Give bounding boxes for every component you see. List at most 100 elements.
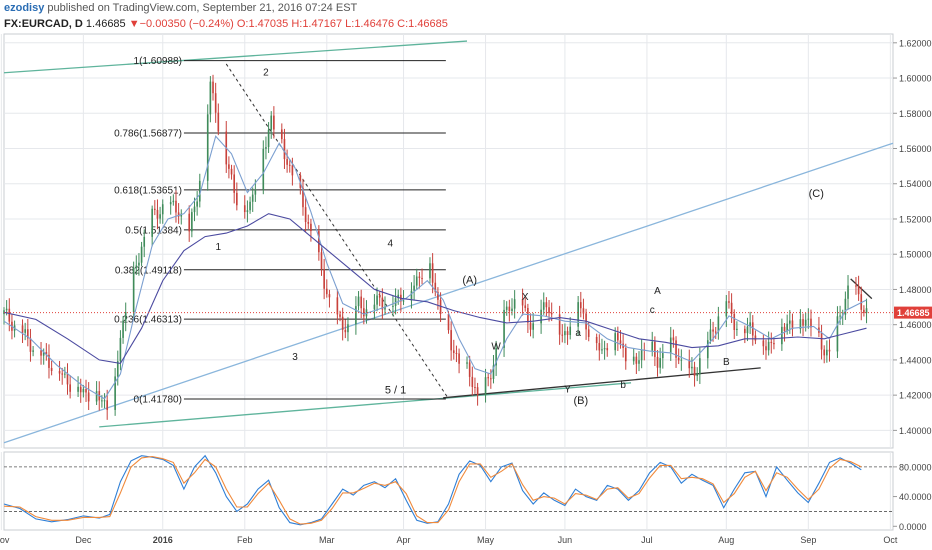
candle-body[interactable] (267, 129, 270, 148)
candle-body[interactable] (688, 359, 691, 369)
candle-body[interactable] (863, 309, 865, 314)
candle-body[interactable] (712, 329, 714, 332)
candle-body[interactable] (286, 159, 288, 165)
candle-body[interactable] (198, 180, 201, 202)
candle-body[interactable] (450, 330, 452, 351)
candle-body[interactable] (8, 308, 11, 322)
candle-body[interactable] (490, 378, 492, 380)
candle-body[interactable] (103, 400, 106, 402)
candle-body[interactable] (233, 174, 236, 193)
candle-body[interactable] (336, 297, 339, 315)
candle-body[interactable] (606, 348, 609, 351)
candle-body[interactable] (243, 205, 246, 213)
candle-body[interactable] (452, 350, 455, 353)
candle-body[interactable] (564, 331, 566, 336)
candle-body[interactable] (415, 276, 418, 286)
trend-line[interactable] (3, 40, 468, 74)
candle-body[interactable] (736, 328, 738, 330)
candle-body[interactable] (810, 318, 812, 328)
candle-body[interactable] (744, 328, 746, 334)
candle-body[interactable] (638, 360, 640, 364)
candle-body[interactable] (804, 319, 807, 326)
candle-body[interactable] (582, 308, 585, 314)
candle-body[interactable] (135, 265, 138, 268)
candle-body[interactable] (632, 356, 635, 362)
candle-body[interactable] (770, 341, 773, 344)
candle-body[interactable] (656, 356, 659, 368)
candle-body[interactable] (206, 114, 209, 181)
candle-body[interactable] (230, 168, 233, 175)
candle-body[interactable] (476, 387, 479, 396)
candle-body[interactable] (746, 326, 749, 334)
candle-body[interactable] (728, 301, 730, 303)
candle-body[interactable] (262, 148, 265, 190)
candle-body[interactable] (749, 322, 751, 327)
symbol-name[interactable]: FX:EURCAD, D (4, 18, 83, 30)
candle-body[interactable] (439, 299, 442, 315)
candle-body[interactable] (307, 221, 310, 224)
candle-body[interactable] (468, 362, 471, 377)
candle-body[interactable] (61, 373, 64, 375)
candle-body[interactable] (188, 213, 191, 232)
candle-body[interactable] (847, 285, 849, 299)
candle-body[interactable] (828, 349, 831, 352)
candle-body[interactable] (265, 147, 267, 149)
candle-body[interactable] (246, 210, 249, 213)
candle-body[interactable] (579, 302, 582, 309)
candle-body[interactable] (114, 376, 116, 410)
candle-body[interactable] (540, 309, 542, 324)
candle-body[interactable] (344, 329, 347, 333)
candle-body[interactable] (85, 388, 87, 393)
candle-body[interactable] (32, 350, 34, 352)
candle-body[interactable] (730, 302, 733, 314)
candle-body[interactable] (513, 299, 516, 309)
candle-body[interactable] (823, 349, 826, 356)
candle-body[interactable] (466, 362, 468, 364)
candle-body[interactable] (661, 353, 664, 359)
candle-body[interactable] (458, 353, 460, 364)
candle-body[interactable] (58, 370, 61, 374)
candle-body[interactable] (751, 322, 754, 336)
candle-body[interactable] (378, 295, 381, 298)
candle-body[interactable] (373, 304, 376, 310)
candle-body[interactable] (64, 373, 66, 375)
candle-body[interactable] (619, 340, 622, 344)
candle-body[interactable] (384, 306, 386, 310)
candle-body[interactable] (376, 295, 378, 305)
candle-body[interactable] (569, 326, 572, 336)
candle-body[interactable] (394, 298, 397, 306)
candle-body[interactable] (318, 231, 320, 253)
candle-body[interactable] (341, 316, 344, 330)
candle-body[interactable] (447, 314, 450, 331)
candle-body[interactable] (781, 326, 783, 345)
candle-body[interactable] (212, 81, 214, 94)
candle-body[interactable] (598, 343, 601, 351)
candle-body[interactable] (124, 311, 127, 321)
candle-body[interactable] (714, 331, 717, 333)
candle-body[interactable] (783, 326, 786, 332)
candle-body[interactable] (548, 307, 550, 314)
candle-body[interactable] (709, 329, 712, 341)
candle-body[interactable] (826, 349, 828, 356)
candle-body[interactable] (839, 315, 841, 317)
candle-body[interactable] (392, 305, 394, 307)
candle-body[interactable] (254, 189, 257, 195)
candle-body[interactable] (505, 306, 508, 310)
candle-body[interactable] (347, 324, 349, 333)
candle-body[interactable] (693, 366, 696, 377)
candle-body[interactable] (699, 358, 701, 375)
candle-body[interactable] (788, 320, 791, 324)
candle-body[interactable] (21, 325, 24, 333)
candle-body[interactable] (214, 93, 217, 113)
candle-body[interactable] (122, 320, 124, 338)
candle-body[interactable] (765, 346, 767, 351)
candle-body[interactable] (844, 298, 847, 315)
candle-body[interactable] (820, 332, 823, 350)
candle-body[interactable] (339, 314, 341, 317)
candle-body[interactable] (696, 374, 699, 377)
candle-body[interactable] (66, 373, 69, 385)
candle-body[interactable] (767, 341, 770, 351)
candle-body[interactable] (251, 194, 254, 202)
time-axis[interactable]: Nov Dec 2016 Feb Mar Apr May Jun Jul Aug Sep Oct (0, 535, 898, 545)
oscillator-axis[interactable]: 80.0000 40.0000 0.0000 (893, 462, 932, 532)
